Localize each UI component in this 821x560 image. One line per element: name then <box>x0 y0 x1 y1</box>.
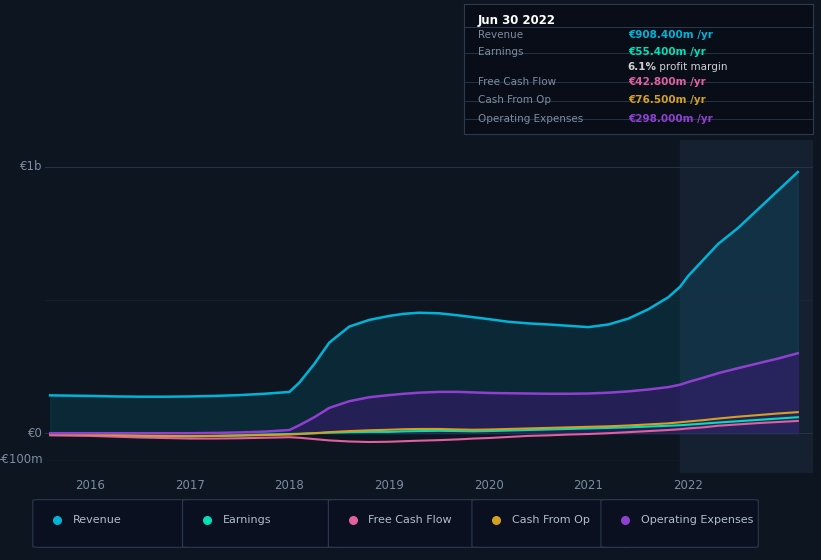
Text: Operating Expenses: Operating Expenses <box>478 114 583 124</box>
Text: 6.1%: 6.1% <box>628 62 657 72</box>
Text: Cash From Op: Cash From Op <box>478 95 551 105</box>
FancyBboxPatch shape <box>182 500 340 547</box>
Text: €42.800m /yr: €42.800m /yr <box>628 77 705 87</box>
Text: Revenue: Revenue <box>478 30 523 40</box>
Text: Jun 30 2022: Jun 30 2022 <box>478 13 556 26</box>
Text: €1b: €1b <box>21 160 43 173</box>
Text: €55.400m /yr: €55.400m /yr <box>628 48 705 57</box>
Text: Revenue: Revenue <box>73 515 122 525</box>
Text: -€100m: -€100m <box>0 454 43 466</box>
Text: €0: €0 <box>28 427 43 440</box>
FancyBboxPatch shape <box>33 500 190 547</box>
Text: €76.500m /yr: €76.500m /yr <box>628 95 705 105</box>
Text: €298.000m /yr: €298.000m /yr <box>628 114 713 124</box>
FancyBboxPatch shape <box>472 500 629 547</box>
Bar <box>681 140 813 473</box>
Text: Earnings: Earnings <box>478 48 523 57</box>
Text: Cash From Op: Cash From Op <box>511 515 589 525</box>
FancyBboxPatch shape <box>601 500 759 547</box>
Text: Free Cash Flow: Free Cash Flow <box>369 515 452 525</box>
Text: Earnings: Earnings <box>222 515 271 525</box>
Text: Free Cash Flow: Free Cash Flow <box>478 77 556 87</box>
Text: profit margin: profit margin <box>656 62 727 72</box>
Text: Operating Expenses: Operating Expenses <box>641 515 753 525</box>
Text: €908.400m /yr: €908.400m /yr <box>628 30 713 40</box>
FancyBboxPatch shape <box>328 500 486 547</box>
